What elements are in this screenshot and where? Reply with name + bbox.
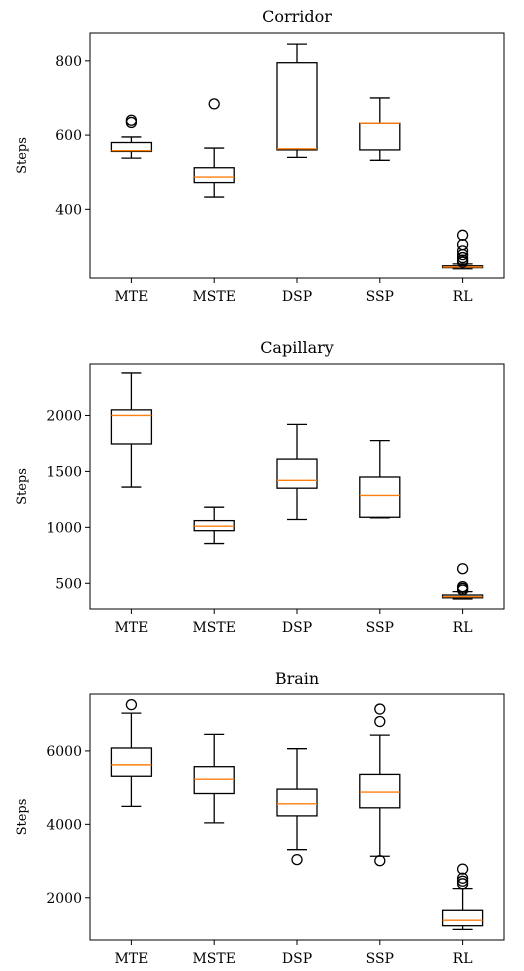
flier xyxy=(374,855,386,867)
x-tick-label: SSP xyxy=(366,289,394,305)
x-tick-label: DSP xyxy=(282,620,312,636)
box-rl xyxy=(441,863,484,931)
flier xyxy=(456,238,469,251)
flier xyxy=(291,853,303,866)
box-iqr xyxy=(359,122,401,151)
y-tick-label: 4000 xyxy=(46,817,82,833)
box-iqr xyxy=(193,167,235,184)
x-tick-label: RL xyxy=(453,951,473,967)
panel-brain: Brain Steps 2000 4000 6000 MTE MSTE DSP SSP RL xyxy=(15,669,505,967)
box-iqr xyxy=(359,476,401,518)
box-iqr xyxy=(110,141,153,153)
panel-corridor: Corridor Steps 400 600 800 MTE MSTE DSP SSP RL xyxy=(15,7,505,305)
box-mte xyxy=(110,114,153,159)
x-tick-label: MTE xyxy=(114,620,148,636)
y-axis-label: Steps xyxy=(15,468,30,505)
box-mte xyxy=(110,698,153,808)
flier xyxy=(374,715,386,728)
y-tick-label: 500 xyxy=(55,576,82,592)
box-iqr xyxy=(193,766,235,795)
box-ssp xyxy=(359,97,401,161)
box-mste xyxy=(193,733,235,824)
box-iqr xyxy=(110,747,153,777)
flier xyxy=(125,698,138,711)
box-ssp xyxy=(359,703,401,867)
flier xyxy=(456,872,469,884)
box-iqr xyxy=(359,773,401,809)
x-tick-label: MSTE xyxy=(192,951,235,967)
box-ssp xyxy=(359,439,401,519)
y-tick-label: 2000 xyxy=(46,408,82,424)
panel-title: Corridor xyxy=(262,7,332,26)
y-axis-label: Steps xyxy=(15,799,30,836)
box-rl xyxy=(441,229,484,270)
y-tick-label: 600 xyxy=(55,128,82,144)
flier xyxy=(125,116,138,129)
x-tick-label: SSP xyxy=(366,951,394,967)
box-dsp xyxy=(276,423,318,521)
y-tick-label: 1000 xyxy=(46,520,82,536)
box-mste xyxy=(193,98,235,198)
y-tick-label: 400 xyxy=(55,202,82,218)
x-tick-label: SSP xyxy=(366,620,394,636)
y-tick-label: 800 xyxy=(55,54,82,70)
box-iqr xyxy=(276,62,318,151)
x-tick-label: RL xyxy=(453,289,473,305)
box-iqr xyxy=(441,909,484,927)
axes-frame xyxy=(89,363,505,610)
x-tick-label: MTE xyxy=(114,951,148,967)
y-tick-label: 2000 xyxy=(46,891,82,907)
box-dsp xyxy=(276,43,318,159)
panel-capillary: Capillary Steps 500 1000 1500 2000 MTE MSTE DSP S… xyxy=(15,338,505,636)
flier xyxy=(456,251,469,264)
flier xyxy=(456,245,469,257)
x-tick-label: MTE xyxy=(114,289,148,305)
box-iqr xyxy=(110,409,153,445)
y-tick-label: 1500 xyxy=(46,464,82,480)
x-tick-label: RL xyxy=(453,620,473,636)
flier xyxy=(456,229,469,241)
y-axis-label: Steps xyxy=(15,137,30,174)
flier xyxy=(125,114,138,126)
flier xyxy=(208,98,220,110)
box-dsp xyxy=(276,748,318,866)
x-tick-label: DSP xyxy=(282,951,312,967)
box-mste xyxy=(193,506,235,545)
box-iqr xyxy=(276,788,318,817)
panel-title: Brain xyxy=(275,669,319,688)
box-mte xyxy=(110,372,153,488)
flier xyxy=(374,703,386,715)
y-tick-label: 6000 xyxy=(46,744,82,760)
flier xyxy=(456,563,469,575)
x-tick-label: DSP xyxy=(282,289,312,305)
flier xyxy=(456,875,469,887)
x-tick-label: MSTE xyxy=(192,620,235,636)
panel-title: Capillary xyxy=(260,338,334,357)
x-tick-label: MSTE xyxy=(192,289,235,305)
box-rl xyxy=(441,563,484,600)
box-iqr xyxy=(276,458,318,489)
flier xyxy=(456,580,469,593)
flier xyxy=(456,863,469,875)
